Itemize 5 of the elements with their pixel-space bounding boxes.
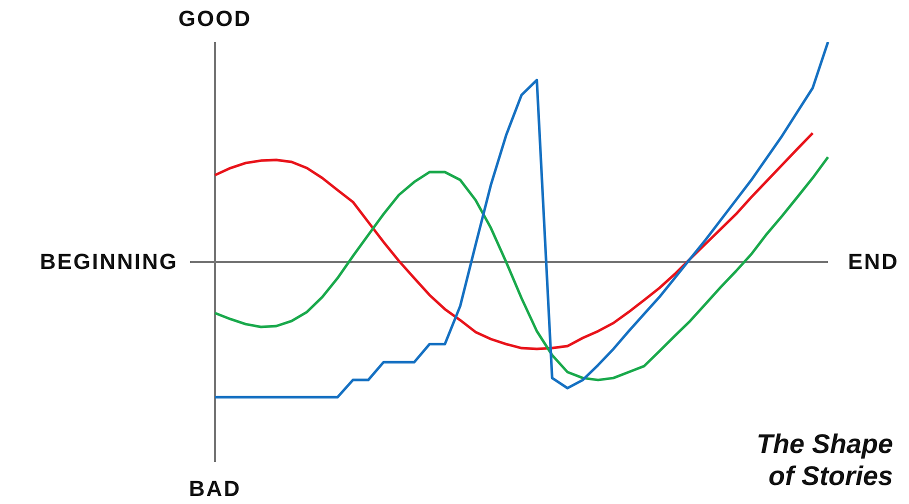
text: GOOD bbox=[178, 6, 252, 32]
text: The Shape of Stories bbox=[755, 428, 893, 492]
text: END bbox=[848, 249, 899, 276]
text: BEGINNING bbox=[40, 249, 178, 276]
text: BAD bbox=[188, 476, 242, 502]
